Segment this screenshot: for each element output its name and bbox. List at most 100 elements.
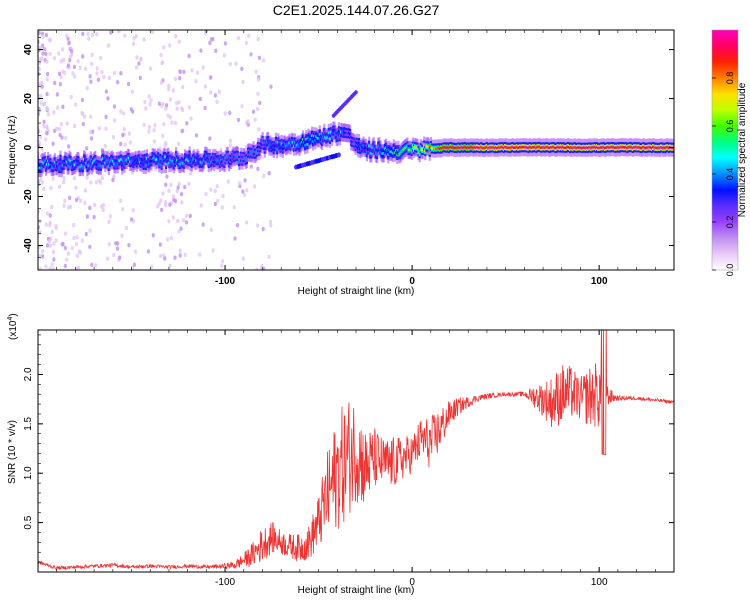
spectrogram-cell: [68, 58, 72, 63]
spectrogram-cell: [97, 178, 101, 184]
spectrogram-cell: [194, 133, 199, 138]
spectrogram-cell: [83, 200, 87, 206]
spectrogram-cell: [59, 74, 63, 80]
spectrogram-cell: [575, 146, 578, 150]
spectrogram-cell: [149, 98, 153, 103]
spectrogram-cell: [415, 146, 418, 149]
spectrogram-cell: [64, 136, 68, 141]
spectrogram-cell: [107, 219, 111, 225]
spectrogram-cell: [119, 109, 123, 114]
spectrogram-cell: [616, 146, 619, 149]
spectrogram-cell: [134, 65, 138, 70]
spectrogram-cell: [176, 158, 179, 162]
spectrogram-cell: [451, 146, 454, 149]
spectrogram-cell: [159, 52, 163, 58]
spectrogram-cell: [220, 263, 224, 268]
spectrogram-cell: [213, 188, 217, 194]
spectrogram-cell: [168, 263, 172, 269]
spectrogram-cell: [209, 90, 213, 95]
spectrogram-cell: [164, 162, 168, 166]
spectrogram-cell: [194, 159, 197, 163]
spectrogram-cell: [120, 233, 124, 238]
spectrogram-cell: [48, 37, 53, 43]
spectrogram-cell: [496, 146, 499, 150]
spectrogram-cell: [365, 151, 368, 154]
spectrogram-cell: [89, 114, 93, 120]
spectrogram-cell: [295, 145, 298, 148]
spectrogram-cell: [647, 146, 650, 149]
spectrogram-cell: [581, 146, 584, 150]
spectrogram-cell: [208, 156, 211, 160]
spectrogram-cell: [208, 40, 212, 46]
spectrogram-cell: [611, 145, 614, 149]
spectrogram-cell: [173, 76, 178, 82]
spectrogram-cell: [199, 203, 203, 208]
spectrogram-cell: [112, 173, 116, 179]
spectrogram-cell: [116, 241, 120, 246]
spectrogram-cell: [67, 144, 71, 149]
spectrogram-cell: [78, 65, 82, 71]
spectrogram-cell: [66, 251, 70, 256]
spectrogram-cell: [88, 228, 92, 233]
spectrogram-cell: [390, 150, 393, 153]
spectrogram-cell: [168, 43, 172, 48]
spectrogram-cell: [242, 192, 246, 197]
spectrogram-cell: [73, 74, 77, 79]
spectrogram-cell: [129, 217, 134, 222]
spectrogram-cell: [51, 267, 55, 270]
snr-y-tick-label: 2.0: [23, 367, 34, 381]
spectrogram-cell: [279, 146, 282, 149]
colorbar: 0.0 0.2 0.4 0.6 0.8 Normalized spectral ampl…: [711, 29, 748, 276]
spectrogram-cell: [38, 179, 41, 185]
spectrogram-cell: [255, 106, 260, 112]
spectrogram-cell: [88, 244, 92, 249]
spectrogram-cell: [184, 220, 189, 225]
spectrogram-cell: [72, 235, 76, 241]
spectrogram-cell: [93, 202, 97, 208]
spectrogram-cell: [130, 89, 134, 95]
spectrogram-cell: [253, 117, 257, 122]
spectrogram-cell: [405, 146, 408, 149]
spectrogram-cell: [152, 128, 156, 133]
spectrogram-cell: [44, 32, 49, 38]
spectrogram-cell: [203, 105, 207, 111]
figure-title: C2E1.2025.144.07.26.G27: [273, 2, 440, 18]
spectrogram-cell: [629, 145, 632, 149]
spectrogram-cell: [108, 160, 111, 164]
spectrogram-cell: [223, 41, 227, 46]
spectrogram-cell: [180, 128, 184, 134]
spectrogram-cell: [209, 187, 213, 192]
snr-y-tick-label: 0.5: [23, 515, 34, 529]
spectrogram-cell: [244, 158, 247, 162]
spectrogram-cell: [54, 223, 58, 229]
spectrogram-cell: [41, 34, 45, 39]
spectrogram-cell: [251, 109, 256, 114]
spectrogram-cell: [100, 175, 104, 181]
spectrogram-cell: [274, 140, 278, 144]
spectrogram-cell: [270, 145, 273, 149]
spectrogram-cell: [40, 180, 45, 185]
spectrogram-cell: [666, 145, 669, 149]
spectrogram-cell: [171, 215, 175, 220]
spectrogram-cell: [583, 146, 586, 149]
spectrogram-cell: [49, 161, 52, 165]
spectrogram-cell: [249, 52, 253, 57]
spectrogram-cell: [430, 147, 434, 150]
spectrogram-cell: [180, 160, 183, 164]
spectrogram-cell: [121, 132, 125, 138]
spectrogram-cell: [50, 262, 54, 267]
spectrogram-cell: [90, 262, 94, 268]
spectrogram-cell: [58, 132, 62, 138]
spectrogram-cell: [128, 140, 132, 145]
spectrogram-cell: [75, 161, 78, 165]
spectrogram-cell: [119, 141, 123, 147]
spectrogram-cell: [62, 203, 66, 208]
spectrogram-cell: [182, 69, 186, 75]
spectrogram-cell: [65, 257, 69, 262]
spectrogram-cell: [595, 145, 599, 149]
spectrogram-x-ticks: -100 0 100: [37, 30, 675, 287]
spectrogram-cell: [148, 102, 152, 107]
spectrogram-cell: [244, 220, 249, 225]
spectrogram-cell: [130, 161, 133, 164]
spectrogram-cell: [134, 34, 138, 39]
